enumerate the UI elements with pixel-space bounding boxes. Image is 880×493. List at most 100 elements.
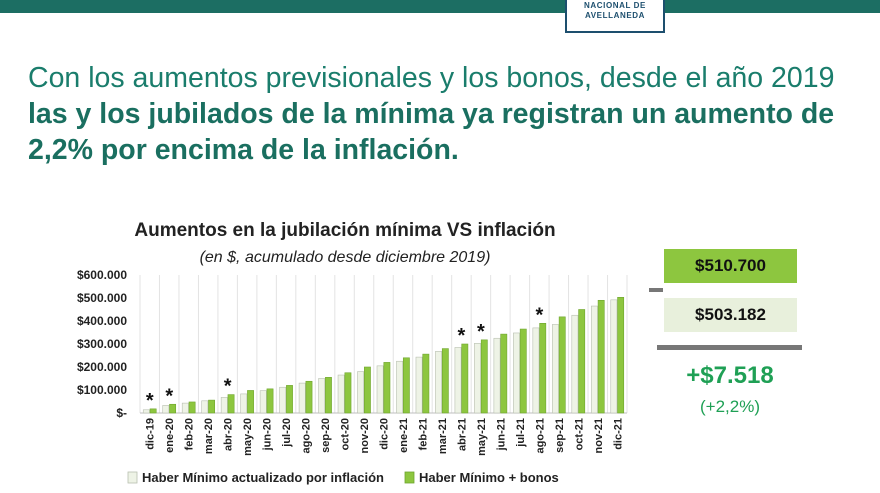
bar-inflacion bbox=[552, 324, 559, 414]
x-tick-label: dic-19 bbox=[145, 418, 157, 450]
difference-amount: +$7.518 bbox=[686, 362, 774, 389]
bar-bonos bbox=[500, 333, 508, 414]
x-tick-label: mar-21 bbox=[437, 418, 449, 454]
x-tick-label: feb-21 bbox=[417, 418, 429, 450]
annotation-asterisk: * bbox=[146, 390, 154, 412]
legend-swatch-bonos bbox=[404, 471, 415, 484]
bar-inflacion bbox=[513, 332, 520, 414]
connector-small bbox=[649, 288, 663, 292]
bar-inflacion bbox=[415, 356, 423, 414]
bar-inflacion bbox=[474, 343, 481, 414]
x-tick-label: mar-20 bbox=[203, 418, 215, 454]
bar-inflacion bbox=[376, 365, 384, 414]
bar-inflacion bbox=[590, 305, 598, 414]
bar-inflacion bbox=[396, 360, 403, 414]
bar-bonos bbox=[227, 394, 235, 414]
bar-inflacion bbox=[220, 397, 228, 414]
bar-bonos bbox=[266, 388, 274, 414]
bar-inflacion bbox=[240, 393, 248, 414]
bar-bonos bbox=[344, 372, 352, 414]
bar-bonos bbox=[208, 399, 215, 414]
annotation-asterisk: * bbox=[458, 325, 466, 347]
y-tick-label: $600.000 bbox=[77, 268, 127, 282]
bar-inflacion bbox=[493, 337, 501, 414]
bar-bonos bbox=[149, 408, 157, 414]
x-tick-label: jul-20 bbox=[281, 418, 293, 448]
bar-inflacion bbox=[279, 386, 287, 414]
x-tick-label: may-20 bbox=[242, 418, 254, 456]
x-tick-label: sep-20 bbox=[320, 418, 332, 453]
bar-bonos bbox=[480, 339, 488, 414]
x-tick-label: abr-21 bbox=[456, 418, 468, 451]
x-tick-label: abr-20 bbox=[223, 418, 235, 451]
bar-inflacion bbox=[298, 382, 306, 414]
x-tick-label: jul-21 bbox=[515, 418, 527, 448]
bar-bonos bbox=[441, 348, 449, 414]
bar-inflacion bbox=[259, 390, 267, 414]
bar-inflacion bbox=[571, 314, 579, 414]
chart-subtitle: (en $, acumulado desde diciembre 2019) bbox=[199, 249, 491, 266]
bar-inflacion bbox=[337, 374, 345, 414]
y-tick-label: $100.000 bbox=[77, 383, 127, 397]
x-tick-label: jun-21 bbox=[495, 418, 507, 451]
x-tick-label: oct-21 bbox=[573, 418, 585, 450]
university-logo: NACIONAL DE AVELLANEDA bbox=[565, 0, 665, 33]
bar-bonos bbox=[169, 403, 177, 414]
bar-bonos bbox=[539, 322, 547, 414]
bar-bonos bbox=[558, 316, 566, 414]
x-tick-label: oct-20 bbox=[340, 418, 352, 450]
bar-bonos bbox=[286, 385, 293, 414]
bar-bonos bbox=[461, 343, 469, 414]
logo-line-1: NACIONAL DE bbox=[583, 1, 646, 10]
x-tick-label: ago-21 bbox=[534, 418, 546, 453]
x-tick-label: nov-21 bbox=[593, 418, 605, 453]
x-tick-label: ene-21 bbox=[398, 418, 410, 453]
annotation-asterisk: * bbox=[535, 304, 543, 326]
legend-swatch-inflacion bbox=[127, 471, 138, 484]
y-tick-label: $400.000 bbox=[77, 314, 127, 328]
bar-inflacion bbox=[142, 409, 150, 414]
headline-bold: las y los jubilados de la mínima ya regi… bbox=[28, 98, 835, 166]
x-tick-label: dic-20 bbox=[379, 418, 391, 450]
x-tick-label: ene-20 bbox=[164, 418, 176, 453]
bar-bonos bbox=[325, 377, 332, 414]
annotation-asterisk: * bbox=[165, 385, 173, 407]
bar-bonos bbox=[519, 328, 527, 414]
annotation-asterisk: * bbox=[477, 321, 485, 343]
bar-inflacion bbox=[435, 351, 442, 414]
bar-bonos bbox=[188, 401, 196, 414]
legend-label-bonos: Haber Mínimo + bonos bbox=[419, 470, 559, 485]
bar-inflacion bbox=[181, 402, 189, 414]
x-tick-label: ago-20 bbox=[301, 418, 313, 453]
bar-inflacion bbox=[610, 299, 618, 414]
x-tick-label: sep-21 bbox=[554, 418, 566, 453]
y-tick-label: $200.000 bbox=[77, 360, 127, 374]
annotation-asterisk: * bbox=[224, 376, 232, 398]
bar-bonos bbox=[383, 362, 391, 414]
bar-inflacion bbox=[532, 327, 540, 414]
legend-label-inflacion: Haber Mínimo actualizado por inflación bbox=[142, 470, 384, 485]
x-tick-label: nov-20 bbox=[359, 418, 371, 453]
value-inflacion-box: $503.182 bbox=[664, 298, 797, 332]
bar-inflacion bbox=[162, 405, 170, 414]
headline: Con los aumentos previsionales y los bon… bbox=[28, 60, 868, 168]
x-tick-label: dic-21 bbox=[612, 418, 624, 450]
bar-inflacion bbox=[357, 371, 365, 414]
x-tick-label: may-21 bbox=[476, 418, 488, 456]
x-tick-label: feb-20 bbox=[184, 418, 196, 450]
connector-line bbox=[657, 345, 802, 350]
bar-inflacion bbox=[318, 378, 326, 414]
y-tick-label: $300.000 bbox=[77, 337, 127, 351]
x-tick-label: jun-20 bbox=[262, 418, 274, 451]
bar-bonos bbox=[617, 297, 625, 414]
bar-bonos bbox=[597, 299, 605, 414]
bar-bonos bbox=[364, 366, 371, 414]
y-tick-label: $500.000 bbox=[77, 291, 127, 305]
difference-percent: (+2,2%) bbox=[700, 397, 760, 416]
logo-line-2: AVELLANEDA bbox=[584, 11, 646, 20]
bar-bonos bbox=[422, 353, 430, 414]
bar-bonos bbox=[247, 390, 254, 414]
headline-normal: Con los aumentos previsionales y los bon… bbox=[28, 62, 835, 94]
bar-bonos bbox=[402, 357, 410, 414]
